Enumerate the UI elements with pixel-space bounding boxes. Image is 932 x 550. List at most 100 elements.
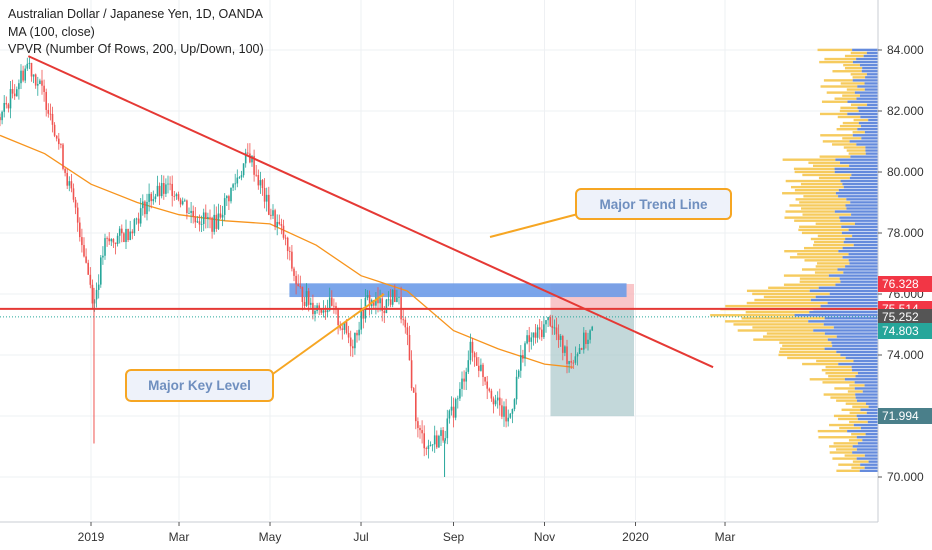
- candle-body: [100, 257, 102, 285]
- candle-body: [578, 348, 581, 354]
- candle-body: [419, 427, 421, 431]
- candle-body: [568, 361, 570, 364]
- vp-bar-up: [780, 347, 825, 350]
- candle-body: [352, 346, 354, 349]
- candle-body: [129, 231, 131, 241]
- vp-bar-down: [856, 143, 878, 146]
- candle-body: [457, 398, 459, 400]
- vp-bar-down: [864, 131, 878, 134]
- candle-body: [249, 153, 251, 163]
- vp-bar-up: [789, 204, 846, 207]
- candle-body: [473, 352, 476, 358]
- vp-bar-up: [763, 295, 816, 299]
- vp-bar-down: [840, 179, 878, 183]
- candle-body: [148, 193, 150, 202]
- vp-bar-down: [856, 97, 878, 100]
- vp-bar-up: [825, 372, 858, 375]
- vp-bar-down: [835, 283, 878, 286]
- vp-bar-down: [857, 128, 878, 131]
- vp-bar-up: [834, 387, 855, 390]
- vp-bar-up: [799, 201, 851, 204]
- time-tick-label: Jul: [353, 530, 368, 544]
- vp-bar-down: [864, 454, 878, 457]
- vp-bar-up: [783, 283, 836, 286]
- vp-bar-up: [851, 466, 865, 469]
- vp-bar-up: [746, 289, 810, 293]
- candle-body: [89, 274, 92, 285]
- candle-body: [76, 207, 79, 223]
- candle-body: [549, 317, 551, 326]
- vp-bar-down: [858, 109, 878, 113]
- candle-body: [423, 433, 425, 449]
- candle-body: [47, 109, 50, 114]
- vp-bar-up: [804, 259, 849, 262]
- vp-bar-up: [853, 118, 869, 122]
- candle-body: [112, 239, 115, 243]
- candle-body: [583, 332, 585, 350]
- vp-bar-down: [866, 51, 878, 55]
- vp-bar-up: [838, 463, 861, 466]
- vp-bar-down: [845, 265, 878, 268]
- candle-body: [341, 328, 344, 330]
- vp-bar-down: [794, 314, 878, 317]
- candle-body: [345, 321, 348, 333]
- vp-bar-down: [851, 365, 878, 369]
- vp-bar-up: [848, 152, 866, 155]
- vp-bar-up: [820, 134, 853, 137]
- vp-bar-up: [832, 70, 862, 73]
- vp-bar-down: [864, 88, 878, 91]
- candle-body: [433, 435, 436, 445]
- vp-bar-up: [808, 161, 841, 164]
- candle-body: [436, 435, 438, 448]
- vp-bar-down: [853, 243, 878, 247]
- candle-body: [349, 337, 352, 347]
- candle-body: [417, 421, 419, 428]
- vp-bar-down: [857, 106, 878, 110]
- candle-body: [97, 284, 100, 290]
- candle-body: [446, 418, 449, 439]
- candle-body: [226, 196, 228, 199]
- candle-body: [576, 353, 579, 357]
- vp-bar-down: [840, 161, 878, 164]
- vpvr-indicator-label[interactable]: VPVR (Number Of Rows, 200, Up/Down, 100): [8, 42, 264, 56]
- candle-body: [144, 201, 146, 215]
- vp-bar-down: [838, 195, 878, 198]
- vp-bar-up: [824, 57, 857, 61]
- candle-body: [244, 152, 247, 164]
- vp-bar-up: [822, 381, 855, 384]
- vp-bar-up: [823, 393, 856, 396]
- time-tick-label: Mar: [169, 530, 190, 544]
- vp-bar-down: [840, 280, 878, 283]
- candle-body: [442, 430, 444, 441]
- trend-line-callout[interactable]: Major Trend Line: [575, 188, 732, 220]
- vp-bar-up: [819, 155, 851, 158]
- symbol-title[interactable]: Australian Dollar / Japanese Yen, 1D, OA…: [8, 7, 263, 21]
- candle-body: [51, 113, 54, 125]
- time-tick-label: Sep: [443, 530, 465, 544]
- candle-body: [66, 172, 68, 186]
- candle-body: [169, 183, 171, 185]
- candle-body: [440, 430, 442, 436]
- vp-bar-up: [842, 137, 862, 140]
- vp-bar-down: [834, 170, 878, 174]
- vp-bar-up: [814, 271, 844, 274]
- candle-body: [219, 213, 222, 218]
- candle-body: [509, 413, 512, 418]
- vp-bar-up: [754, 298, 811, 302]
- candle-body: [207, 216, 209, 219]
- ma-indicator-label[interactable]: MA (100, close): [8, 24, 95, 39]
- position-boxes[interactable]: [289, 283, 635, 417]
- vp-bar-up: [785, 210, 835, 213]
- candle-body: [53, 124, 56, 136]
- candle-body: [60, 144, 62, 145]
- candle-body: [415, 392, 417, 422]
- vp-bar-down: [845, 204, 878, 207]
- candle-body: [79, 222, 81, 238]
- key-level-callout[interactable]: Major Key Level: [125, 369, 274, 402]
- candle-body: [524, 343, 526, 359]
- vp-bar-down: [813, 329, 878, 332]
- drawings[interactable]: [0, 55, 878, 377]
- vp-bar-down: [854, 387, 878, 390]
